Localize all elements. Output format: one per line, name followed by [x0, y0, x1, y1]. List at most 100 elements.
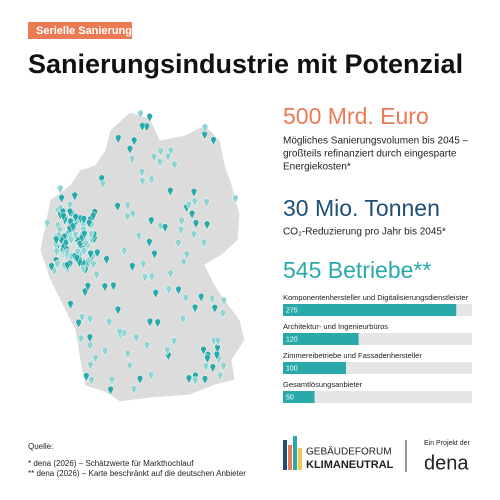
partner-name: dena	[424, 452, 469, 474]
pin	[87, 249, 94, 260]
pin	[203, 198, 210, 208]
pin	[115, 134, 122, 144]
pin	[107, 385, 114, 396]
logo-text: GEBÄUDEFORUM	[306, 446, 392, 458]
bar-label: Gesamtlösungsanbieter	[283, 380, 363, 389]
pin	[183, 250, 190, 261]
bar	[283, 362, 346, 374]
pin	[213, 351, 220, 361]
pin	[108, 376, 116, 386]
pin	[165, 285, 172, 295]
pin	[214, 336, 221, 347]
pin	[175, 285, 182, 296]
pin	[180, 258, 187, 268]
pin	[202, 362, 209, 372]
bar-value: 50	[286, 394, 294, 401]
pin	[154, 318, 161, 329]
pin	[232, 194, 239, 205]
pin	[157, 158, 164, 168]
pin	[116, 328, 123, 338]
pin	[151, 250, 158, 260]
pin	[73, 254, 81, 264]
pin	[75, 319, 82, 329]
pin	[66, 201, 73, 211]
pin	[67, 300, 74, 310]
pin	[78, 334, 85, 345]
pin	[48, 262, 55, 272]
pin	[88, 376, 95, 386]
pin	[60, 212, 67, 222]
stat-text: Mögliches Sanierungsvolumen bis 2045 –	[283, 136, 469, 147]
pin	[67, 217, 74, 228]
pin	[175, 239, 182, 249]
logo-stripe	[283, 440, 287, 470]
pin	[198, 293, 205, 303]
pin	[150, 153, 158, 163]
pin	[137, 109, 144, 120]
pin	[129, 209, 136, 220]
pin	[220, 296, 227, 307]
pin	[204, 220, 211, 231]
pin	[72, 213, 79, 223]
pin	[69, 222, 76, 233]
pin	[135, 231, 142, 242]
pin	[179, 314, 186, 325]
pin	[67, 236, 75, 246]
pin	[86, 333, 93, 344]
pin	[211, 304, 218, 314]
pin	[94, 248, 101, 259]
pin	[121, 247, 128, 257]
pin	[164, 346, 171, 356]
pin	[192, 376, 199, 386]
source-heading: Quelle:	[28, 442, 53, 451]
pin	[162, 223, 169, 233]
pin	[190, 188, 197, 198]
pin	[139, 122, 146, 132]
tag: Serielle Sanierung	[36, 25, 132, 37]
pin	[142, 273, 149, 283]
logo: GEBÄUDEFORUM KLIMANEUTRAL	[283, 436, 407, 472]
pin	[192, 219, 200, 229]
pin	[165, 152, 172, 163]
pin	[88, 230, 95, 240]
bar	[283, 304, 457, 316]
stat-text: Energiekosten*	[283, 162, 351, 173]
pin	[189, 210, 196, 220]
pin	[71, 191, 78, 202]
logo-text: KLIMANEUTRAL	[306, 459, 394, 471]
bar-label: Zimmereibetriebe und Fassadenhersteller	[283, 351, 422, 360]
pin	[80, 264, 87, 275]
pin	[129, 262, 136, 272]
stat-headline: 545 Betriebe**	[283, 257, 431, 283]
pin	[201, 123, 209, 134]
pin	[110, 281, 117, 292]
pin	[146, 317, 153, 328]
stat-text: CO₂-Reduzierung pro Jahr bis 2045*	[283, 227, 446, 238]
pin	[80, 247, 87, 257]
pin	[103, 255, 110, 265]
pin	[98, 174, 105, 185]
pin	[86, 219, 93, 229]
pin	[124, 349, 131, 360]
pin	[101, 282, 108, 293]
pin	[200, 346, 207, 356]
pin	[126, 145, 133, 155]
pin	[93, 271, 100, 281]
logo-stripe	[288, 445, 292, 470]
pin	[130, 385, 138, 395]
pin	[124, 212, 131, 222]
pin	[191, 197, 198, 207]
pin	[74, 248, 81, 258]
source: * dena (2026) – Schätzwerte für Markthoc…	[28, 459, 194, 468]
pin	[171, 160, 178, 171]
pin	[139, 177, 146, 187]
map	[39, 109, 246, 403]
pin	[64, 261, 71, 271]
pin	[152, 289, 159, 299]
pin	[148, 371, 155, 381]
pin	[148, 272, 155, 283]
pin	[126, 361, 133, 372]
pin	[87, 341, 94, 352]
bar-value: 275	[286, 307, 298, 314]
